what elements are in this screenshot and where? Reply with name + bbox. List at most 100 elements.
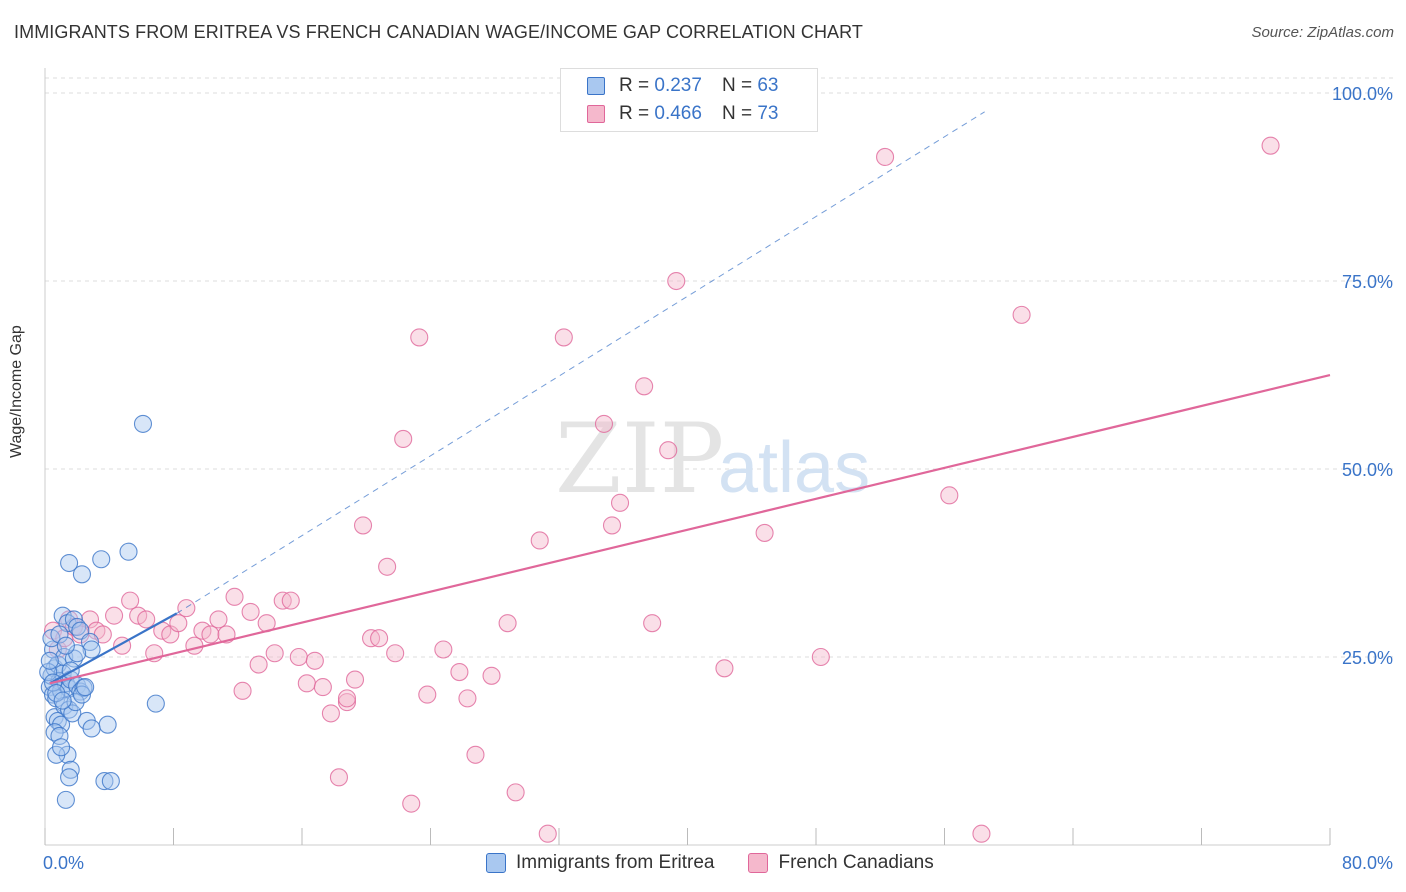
french-canadian-point-62 bbox=[610, 493, 630, 512]
french-canadian-point-29 bbox=[265, 644, 284, 663]
eritrea-point-43 bbox=[98, 715, 117, 734]
eritrea-point-41 bbox=[133, 414, 153, 433]
legend-r-label: R = bbox=[619, 103, 650, 124]
french-canadian-point-66 bbox=[667, 271, 686, 291]
french-canadian-point-17 bbox=[169, 614, 188, 633]
legend-swatch-french-canadians bbox=[748, 853, 769, 873]
french-canadian-point-52 bbox=[378, 557, 397, 576]
french-canadian-point-71 bbox=[940, 486, 959, 505]
french-canadian-point-39 bbox=[345, 670, 365, 689]
french-canadian-point-72 bbox=[972, 824, 991, 843]
grid-lines bbox=[45, 77, 1395, 658]
eritrea-point-47 bbox=[101, 772, 120, 791]
french-canadian-point-42 bbox=[386, 644, 405, 663]
french-canadian-point-50 bbox=[337, 689, 357, 708]
eritrea-point-45 bbox=[82, 719, 101, 738]
legend-r-value: 0.466 bbox=[654, 103, 702, 124]
french-canadian-point-43 bbox=[402, 794, 421, 813]
french-canadian-point-46 bbox=[450, 662, 469, 682]
eritrea-point-36 bbox=[82, 640, 101, 659]
eritrea-point-29 bbox=[56, 790, 75, 809]
french-canadian-point-31 bbox=[281, 591, 300, 610]
eritrea-point-39 bbox=[92, 550, 111, 569]
french-canadian-point-60 bbox=[594, 414, 614, 433]
eritrea-trend-extension bbox=[176, 111, 985, 614]
y-tick-label: 75.0% bbox=[1342, 272, 1393, 292]
eritrea-point-35 bbox=[80, 632, 100, 652]
axes bbox=[44, 68, 1331, 846]
watermark-zip: ZIP bbox=[555, 403, 724, 515]
legend-r-label: R = bbox=[619, 75, 650, 96]
source-label: Source: ZipAtlas.com bbox=[1251, 24, 1394, 41]
legend-label-french-canadians: French Canadians bbox=[778, 852, 934, 873]
french-canadian-point-69 bbox=[811, 647, 830, 667]
french-canadian-point-49 bbox=[482, 666, 501, 685]
series-legend: Immigrants from Eritrea French Canadians bbox=[486, 852, 968, 874]
french-canadian-point-41 bbox=[370, 629, 389, 648]
french-canadian-point-64 bbox=[643, 614, 662, 633]
eritrea-point-40 bbox=[119, 542, 138, 561]
french-canadian-point-18 bbox=[177, 599, 196, 618]
french-canadian-point-67 bbox=[715, 659, 734, 678]
french-canadian-point-38 bbox=[337, 693, 357, 712]
x-tick-label-min: 0.0% bbox=[43, 853, 84, 873]
y-tick-label: 25.0% bbox=[1342, 648, 1393, 668]
french-canadian-point-27 bbox=[249, 655, 268, 674]
french-canadian-point-45 bbox=[434, 640, 453, 659]
french-canadian-point-68 bbox=[755, 523, 774, 542]
french-canadian-trend-line bbox=[49, 373, 1331, 685]
eritrea-point-37 bbox=[60, 553, 79, 573]
french-canadian-point-73 bbox=[1012, 305, 1031, 324]
french-canadian-point-33 bbox=[297, 674, 316, 693]
french-canadian-point-24 bbox=[225, 587, 244, 606]
french-canadian-point-34 bbox=[305, 651, 324, 670]
eritrea-point-28 bbox=[60, 768, 79, 787]
eritrea-point-57 bbox=[39, 662, 58, 682]
french-canadian-point-26 bbox=[241, 602, 260, 621]
eritrea-point-27 bbox=[61, 760, 80, 779]
french-canadian-point-21 bbox=[201, 625, 220, 644]
french-canadian-point-65 bbox=[659, 441, 678, 460]
french-canadian-point-63 bbox=[635, 377, 654, 396]
french-canadian-point-11 bbox=[121, 591, 140, 610]
french-canadian-point-13 bbox=[137, 610, 156, 629]
legend-item-eritrea: Immigrants from Eritrea bbox=[486, 852, 714, 874]
eritrea-point-49 bbox=[52, 738, 71, 757]
eritrea-point-61 bbox=[53, 691, 72, 710]
legend-swatch-blue bbox=[587, 77, 605, 95]
french-canadian-point-74 bbox=[1261, 136, 1280, 155]
tick-labels: 25.0% 50.0% 75.0% 100.0% 0.0% 80.0% bbox=[43, 84, 1393, 873]
french-canadian-point-9 bbox=[105, 606, 124, 625]
watermark-atlas: atlas bbox=[718, 428, 870, 508]
eritrea-point-38 bbox=[72, 565, 91, 584]
french-canadian-point-53 bbox=[394, 429, 413, 448]
french-canadian-point-57 bbox=[530, 531, 549, 550]
legend-r-value: 0.237 bbox=[654, 75, 702, 96]
eritrea-point-17 bbox=[74, 678, 93, 697]
french-canadian-point-70 bbox=[876, 147, 895, 167]
watermark: ZIP atlas bbox=[555, 403, 870, 515]
french-canadian-point-44 bbox=[418, 685, 437, 704]
eritrea-point-46 bbox=[95, 772, 114, 791]
eritrea-point-60 bbox=[47, 684, 66, 703]
french-canadian-point-55 bbox=[498, 614, 517, 633]
french-canadian-point-56 bbox=[506, 783, 525, 802]
legend-swatch-eritrea bbox=[486, 853, 506, 873]
french-canadian-point-32 bbox=[289, 647, 308, 667]
eritrea-point-14 bbox=[64, 649, 83, 668]
legend-n-label: N = bbox=[721, 103, 753, 124]
eritrea-point-42 bbox=[146, 694, 165, 713]
y-tick-label: 100.0% bbox=[1332, 84, 1393, 104]
eritrea-point-58 bbox=[40, 651, 59, 670]
legend-n-value: 63 bbox=[757, 75, 779, 96]
eritrea-point-25 bbox=[50, 726, 69, 746]
french-canadian-point-54 bbox=[410, 328, 429, 347]
french-canadian-point-51 bbox=[353, 516, 373, 535]
french-canadian-point-25 bbox=[233, 681, 252, 700]
french-canadian-point-22 bbox=[209, 610, 228, 629]
legend-item-french-canadians: French Canadians bbox=[748, 852, 934, 874]
french-canadian-point-36 bbox=[321, 704, 340, 723]
french-canadian-point-47 bbox=[458, 689, 477, 708]
french-canadian-point-59 bbox=[554, 328, 573, 347]
